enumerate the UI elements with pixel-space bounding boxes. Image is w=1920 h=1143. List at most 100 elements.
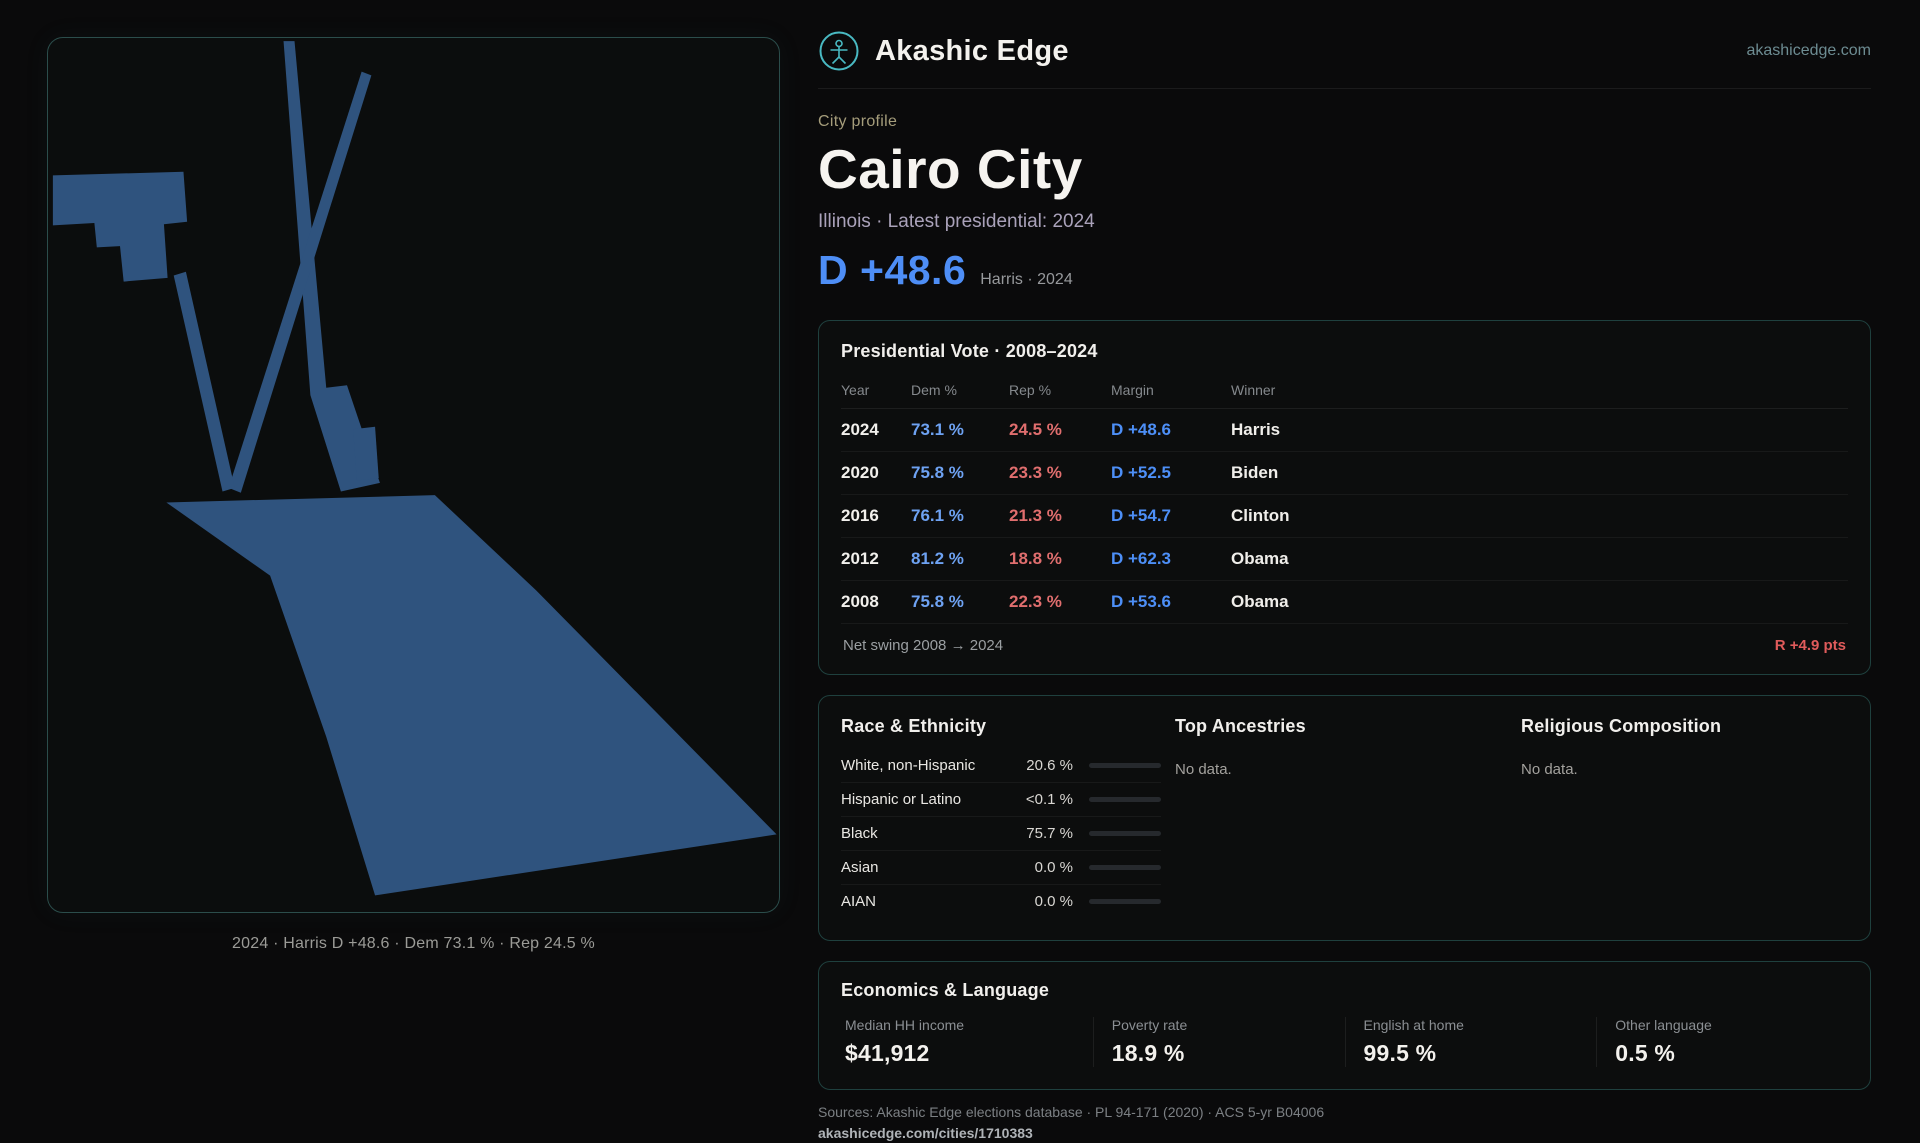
vote-table: Year Dem % Rep % Margin Winner 2024 73.1… bbox=[841, 378, 1848, 624]
margin-cell: D +54.7 bbox=[1111, 506, 1172, 525]
rep-cell: 18.8 % bbox=[1009, 549, 1062, 568]
profile-subtitle: Illinois · Latest presidential: 2024 bbox=[818, 211, 1095, 232]
race-ethnicity-section: Race & Ethnicity White, non-Hispanic 20.… bbox=[841, 716, 1175, 918]
list-item: Asian 0.0 % bbox=[841, 851, 1161, 885]
stat-label: Other language bbox=[1615, 1017, 1712, 1033]
headline-margin: D +48.6 Harris · 2024 bbox=[818, 247, 1871, 294]
stat-english-at-home: English at home 99.5 % bbox=[1344, 1017, 1597, 1067]
headline-margin-value: D +48.6 bbox=[818, 247, 967, 293]
economics-title: Economics & Language bbox=[841, 980, 1050, 1000]
winner-cell: Obama bbox=[1231, 592, 1289, 611]
list-item: Black 75.7 % bbox=[841, 817, 1161, 851]
race-label: Black bbox=[841, 825, 878, 842]
app-header: Akashic Edge akashicedge.com bbox=[818, 30, 1871, 89]
col-winner: Winner bbox=[1231, 382, 1276, 398]
race-bar-track bbox=[1089, 797, 1161, 802]
year-cell: 2008 bbox=[841, 592, 879, 611]
race-bar-track bbox=[1089, 763, 1161, 768]
dem-cell: 76.1 % bbox=[911, 506, 964, 525]
stat-poverty-rate: Poverty rate 18.9 % bbox=[1092, 1017, 1345, 1067]
ancestries-section: Top Ancestries No data. bbox=[1175, 716, 1521, 918]
list-item: AIAN 0.0 % bbox=[841, 885, 1161, 918]
dem-cell: 75.8 % bbox=[911, 463, 964, 482]
rep-cell: 21.3 % bbox=[1009, 506, 1062, 525]
winner-cell: Obama bbox=[1231, 549, 1289, 568]
vote-table-body: 2024 73.1 % 24.5 % D +48.6 Harris 2020 7… bbox=[841, 409, 1848, 624]
year-cell: 2020 bbox=[841, 463, 879, 482]
race-label: AIAN bbox=[841, 893, 877, 910]
race-label: Hispanic or Latino bbox=[841, 791, 962, 808]
map-shape-main bbox=[166, 495, 777, 896]
race-section-title: Race & Ethnicity bbox=[841, 716, 987, 736]
rep-cell: 24.5 % bbox=[1009, 420, 1062, 439]
col-rep: Rep % bbox=[1009, 382, 1052, 398]
dem-cell: 75.8 % bbox=[911, 592, 964, 611]
table-row: 2016 76.1 % 21.3 % D +54.7 Clinton bbox=[841, 495, 1848, 538]
winner-cell: Harris bbox=[1231, 420, 1281, 439]
stat-value: 18.9 % bbox=[1111, 1040, 1185, 1066]
table-row: 2024 73.1 % 24.5 % D +48.6 Harris bbox=[841, 409, 1848, 452]
race-bar-track bbox=[1089, 831, 1161, 836]
race-bar-track bbox=[1089, 865, 1161, 870]
religion-empty-state: No data. bbox=[1521, 761, 1578, 778]
stat-value: 0.5 % bbox=[1615, 1040, 1676, 1066]
table-row: 2008 75.8 % 22.3 % D +53.6 Obama bbox=[841, 581, 1848, 624]
main-panel: Akashic Edge akashicedge.com City profil… bbox=[818, 30, 1871, 1143]
vote-card-title: Presidential Vote · 2008–2024 bbox=[841, 341, 1098, 361]
year-cell: 2016 bbox=[841, 506, 879, 525]
vote-card-footer: Net swing 2008 → 2024 R +4.9 pts bbox=[841, 624, 1848, 662]
vote-table-header: Year Dem % Rep % Margin Winner bbox=[841, 378, 1848, 409]
stat-label: Poverty rate bbox=[1111, 1017, 1188, 1033]
stat-median-income: Median HH income $41,912 bbox=[841, 1017, 1093, 1067]
list-item: White, non-Hispanic 20.6 % bbox=[841, 749, 1161, 783]
dem-cell: 81.2 % bbox=[911, 549, 964, 568]
stat-value: 99.5 % bbox=[1363, 1040, 1437, 1066]
stat-label: English at home bbox=[1363, 1017, 1464, 1033]
page-title: Cairo City bbox=[818, 138, 1083, 200]
year-cell: 2012 bbox=[841, 549, 879, 568]
presidential-vote-card: Presidential Vote · 2008–2024 Year Dem %… bbox=[818, 320, 1871, 675]
map-shape-filament-diagonal bbox=[228, 71, 372, 493]
ancestries-empty-state: No data. bbox=[1175, 761, 1232, 778]
city-boundary-map bbox=[47, 37, 780, 913]
map-shape-blob bbox=[52, 171, 188, 282]
permalink[interactable]: akashicedge.com/cities/1710383 bbox=[818, 1125, 1033, 1141]
table-row: 2012 81.2 % 18.8 % D +62.3 Obama bbox=[841, 538, 1848, 581]
map-svg bbox=[52, 41, 777, 896]
margin-cell: D +48.6 bbox=[1111, 420, 1172, 439]
race-value: 0.0 % bbox=[1034, 893, 1073, 910]
religion-title: Religious Composition bbox=[1521, 716, 1722, 736]
race-bar-track bbox=[1089, 899, 1161, 904]
map-shape-filament-blob bbox=[173, 271, 235, 492]
net-swing-value: R +4.9 pts bbox=[1774, 637, 1846, 654]
winner-cell: Clinton bbox=[1231, 506, 1290, 525]
profile-eyebrow: City profile bbox=[818, 113, 898, 130]
net-swing-label: Net swing 2008 → 2024 bbox=[843, 637, 1004, 654]
map-caption: 2024 · Harris D +48.6 · Dem 73.1 % · Rep… bbox=[232, 935, 595, 952]
sources-note: Sources: Akashic Edge elections database… bbox=[818, 1104, 1325, 1120]
race-value: <0.1 % bbox=[1025, 791, 1073, 808]
brand-domain-link[interactable]: akashicedge.com bbox=[1746, 42, 1871, 59]
ancestries-title: Top Ancestries bbox=[1175, 716, 1306, 736]
religion-section: Religious Composition No data. bbox=[1521, 716, 1848, 918]
margin-cell: D +62.3 bbox=[1111, 549, 1172, 568]
list-item: Hispanic or Latino <0.1 % bbox=[841, 783, 1161, 817]
rep-cell: 23.3 % bbox=[1009, 463, 1062, 482]
col-margin: Margin bbox=[1111, 382, 1154, 398]
brand-name: Akashic Edge bbox=[875, 34, 1069, 67]
race-value: 20.6 % bbox=[1026, 757, 1073, 774]
rep-cell: 22.3 % bbox=[1009, 592, 1062, 611]
map-shape-parcel bbox=[353, 426, 379, 481]
map-panel: 2024 · Harris D +48.6 · Dem 73.1 % · Rep… bbox=[47, 37, 780, 953]
margin-cell: D +52.5 bbox=[1111, 463, 1172, 482]
dem-cell: 73.1 % bbox=[911, 420, 964, 439]
race-label: Asian bbox=[841, 859, 879, 876]
headline-margin-caption: Harris · 2024 bbox=[980, 271, 1073, 288]
stat-other-language: Other language 0.5 % bbox=[1596, 1017, 1848, 1067]
race-rows: White, non-Hispanic 20.6 % Hispanic or L… bbox=[841, 749, 1161, 918]
col-year: Year bbox=[841, 382, 870, 398]
economics-stats: Median HH income $41,912 Poverty rate 18… bbox=[841, 1017, 1848, 1067]
economics-card: Economics & Language Median HH income $4… bbox=[818, 961, 1871, 1090]
table-row: 2020 75.8 % 23.3 % D +52.5 Biden bbox=[841, 452, 1848, 495]
stat-value: $41,912 bbox=[845, 1040, 930, 1066]
